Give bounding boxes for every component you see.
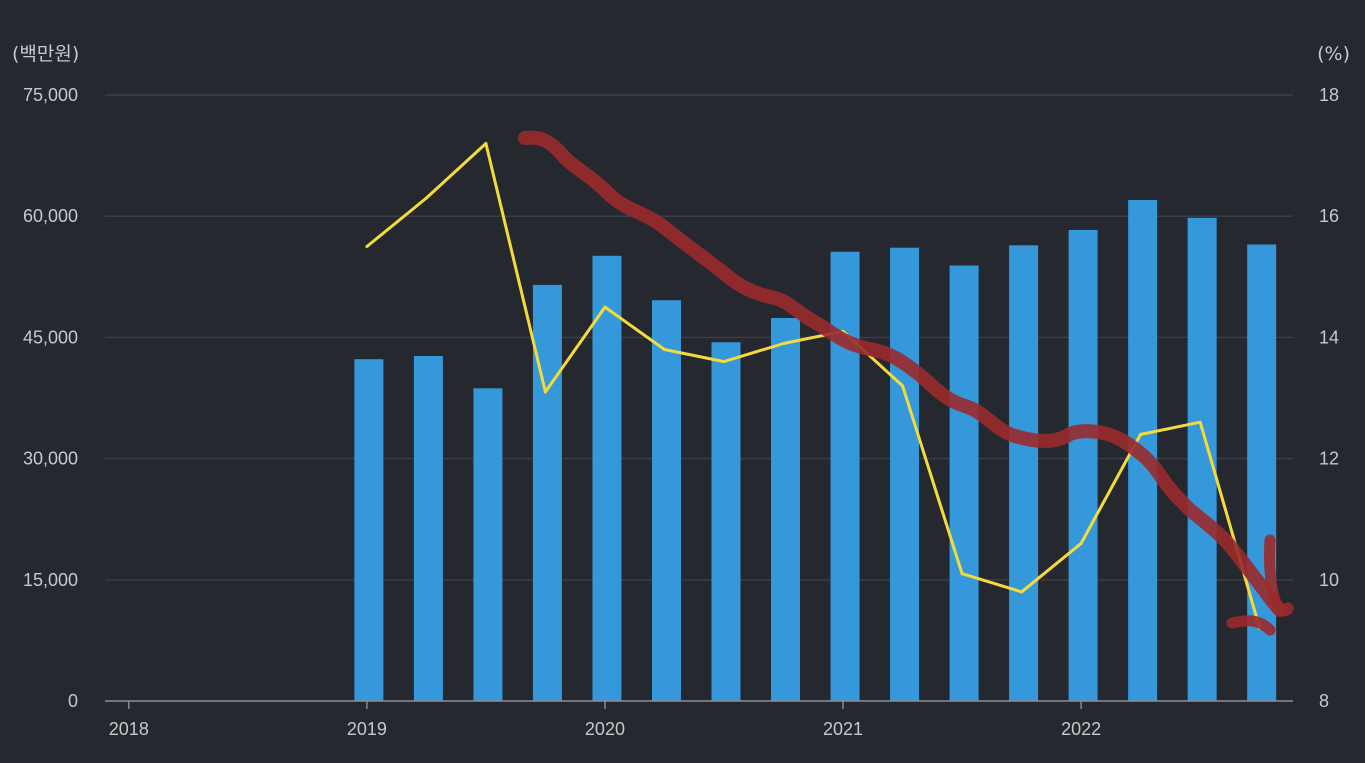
bar — [830, 251, 860, 701]
line-point — [782, 341, 786, 345]
left-tick-label: 15,000 — [23, 570, 78, 590]
bar — [651, 300, 681, 701]
x-tick-label: 2021 — [823, 719, 863, 739]
annotation-stroke-tail — [1226, 534, 1294, 636]
bar — [413, 355, 443, 701]
bar — [711, 342, 741, 701]
line-point — [722, 360, 726, 364]
left-tick-label: 60,000 — [23, 206, 78, 226]
line-point — [1079, 541, 1083, 545]
line-series — [365, 141, 1262, 630]
left-axis-unit-label: (백만원) — [12, 43, 79, 65]
left-tick-label: 0 — [68, 691, 78, 711]
ratio-line — [365, 142, 1262, 629]
left-tick-label: 75,000 — [23, 85, 78, 105]
line-point — [603, 305, 607, 309]
right-axis-unit-label: (%) — [1317, 43, 1350, 65]
right-tick-label: 10 — [1319, 570, 1339, 590]
right-tick-label: 12 — [1319, 449, 1339, 469]
line-point — [543, 390, 547, 394]
left-tick-label: 45,000 — [23, 327, 78, 347]
bar — [473, 388, 503, 701]
bar — [532, 284, 562, 701]
line-point — [365, 245, 369, 248]
bar — [354, 359, 384, 701]
line-point — [484, 141, 488, 145]
bar — [890, 247, 920, 701]
right-tick-label: 8 — [1319, 691, 1329, 711]
bar — [592, 255, 622, 702]
line-point — [1198, 420, 1202, 424]
right-tick-label: 18 — [1319, 85, 1339, 105]
line-point — [424, 196, 428, 200]
bar — [1068, 229, 1098, 701]
hand-drawn-annotation — [518, 130, 1294, 636]
x-tick-label: 2020 — [585, 719, 625, 739]
line-point — [662, 348, 666, 352]
axes: 0 15,000 30,000 45,000 60,000 75,000 8 10 12 14 16… — [23, 85, 1339, 739]
line-point — [901, 384, 905, 388]
left-tick-label: 30,000 — [23, 449, 78, 469]
line-point — [1139, 432, 1143, 436]
x-tick-label: 2022 — [1061, 719, 1101, 739]
bar — [949, 265, 979, 701]
bar — [1009, 245, 1039, 701]
right-tick-label: 14 — [1319, 327, 1339, 347]
x-tick-label: 2019 — [347, 719, 387, 739]
grid-lines — [105, 94, 1293, 581]
bar — [771, 318, 801, 701]
line-point — [960, 572, 964, 576]
annotation-stroke-main — [518, 130, 1287, 617]
right-tick-label: 16 — [1319, 206, 1339, 226]
line-point — [1020, 590, 1024, 594]
bar-series — [354, 200, 1277, 702]
x-tick-label: 2018 — [109, 719, 149, 739]
